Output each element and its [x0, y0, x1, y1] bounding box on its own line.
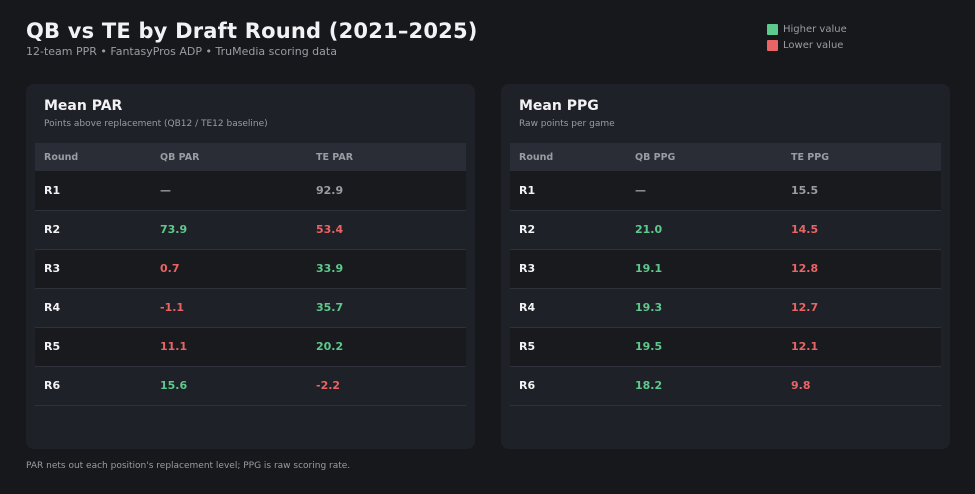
ppg-col-round: Round	[510, 143, 635, 171]
legend: Higher value Lower value	[767, 21, 847, 53]
ppg-table: Round QB PPG TE PPG R1—15.5 R2 21.0 14.5 R3 1…	[510, 143, 941, 406]
par-qb-value-cell: 0.7	[160, 249, 316, 289]
legend-swatch-lower	[767, 39, 778, 51]
ppg-table-row: R4 19.3 12.7	[510, 288, 941, 328]
legend-item-higher: Higher value	[767, 21, 847, 37]
ppg-te-value-cell: 14.5	[791, 210, 941, 250]
ppg-qb-value-cell: 18.2	[635, 366, 791, 406]
par-te-value-cell: 33.9	[316, 249, 466, 289]
par-round-cell: R2	[35, 210, 160, 250]
ppg-te-value-cell: 12.1	[791, 327, 941, 367]
ppg-round-cell: R1	[510, 171, 635, 211]
par-table-row: R2 73.9 53.4	[35, 210, 466, 250]
par-round-cell: R3	[35, 249, 160, 289]
par-table-row: R6 15.6 -2.2	[35, 366, 466, 406]
par-panel-subtitle: Points above replacement (QB12 / TE12 ba…	[44, 119, 268, 129]
ppg-te-value-cell: 12.7	[791, 288, 941, 328]
ppg-round-cell: R4	[510, 288, 635, 328]
ppg-table-row: R6 18.2 9.8	[510, 366, 941, 406]
ppg-panel: Mean PPG Raw points per game Round QB PP…	[501, 84, 950, 449]
ppg-round-cell: R5	[510, 327, 635, 367]
ppg-col-qb: QB PPG	[635, 143, 791, 171]
par-round-cell: R5	[35, 327, 160, 367]
par-round-cell: R6	[35, 366, 160, 406]
par-table-row: R5 11.1 20.2	[35, 327, 466, 367]
ppg-te-value-cell: 9.8	[791, 366, 941, 406]
ppg-table-header-row: Round QB PPG TE PPG	[510, 143, 941, 171]
footnote: PAR nets out each position's replacement…	[26, 461, 351, 471]
par-round-cell: R4	[35, 288, 160, 328]
par-qb-value-cell: -1.1	[160, 288, 316, 328]
par-qb-value-cell: 11.1	[160, 327, 316, 367]
par-col-te: TE PAR	[316, 143, 466, 171]
ppg-panel-title: Mean PPG	[519, 98, 599, 114]
legend-label-lower: Lower value	[783, 39, 844, 51]
ppg-round-cell: R2	[510, 210, 635, 250]
ppg-qb-value-cell: 19.1	[635, 249, 791, 289]
ppg-table-row: R3 19.1 12.8	[510, 249, 941, 289]
par-panel: Mean PAR Points above replacement (QB12 …	[26, 84, 475, 449]
par-qb-value-cell: —	[160, 171, 316, 211]
ppg-round-cell: R6	[510, 366, 635, 406]
legend-item-lower: Lower value	[767, 37, 847, 53]
ppg-qb-value-cell: 19.5	[635, 327, 791, 367]
par-col-round: Round	[35, 143, 160, 171]
par-table-row: R3 0.7 33.9	[35, 249, 466, 289]
par-te-value-cell: -2.2	[316, 366, 466, 406]
ppg-qb-value-cell: —	[635, 171, 791, 211]
ppg-te-value-cell: 12.8	[791, 249, 941, 289]
ppg-table-row: R1—15.5	[510, 171, 941, 211]
par-table-body: R1—92.9 R2 73.9 53.4 R3 0.7 33.9 R4 -1.1 35.7 R5 11…	[35, 171, 466, 406]
ppg-table-row: R2 21.0 14.5	[510, 210, 941, 250]
par-te-value-cell: 53.4	[316, 210, 466, 250]
legend-label-higher: Higher value	[783, 23, 847, 35]
par-table-header-row: Round QB PAR TE PAR	[35, 143, 466, 171]
par-round-cell: R1	[35, 171, 160, 211]
ppg-table-body: R1—15.5 R2 21.0 14.5 R3 19.1 12.8 R4 19.3 12.7 R5 1…	[510, 171, 941, 406]
ppg-round-cell: R3	[510, 249, 635, 289]
ppg-table-row: R5 19.5 12.1	[510, 327, 941, 367]
ppg-qb-value-cell: 19.3	[635, 288, 791, 328]
par-qb-value-cell: 15.6	[160, 366, 316, 406]
ppg-col-te: TE PPG	[791, 143, 941, 171]
par-table-row: R4 -1.1 35.7	[35, 288, 466, 328]
par-table: Round QB PAR TE PAR R1—92.9 R2 73.9 53.4 R3 0…	[35, 143, 466, 406]
ppg-te-value-cell: 15.5	[791, 171, 941, 211]
page-subtitle: 12-team PPR • FantasyPros ADP • TruMedia…	[26, 45, 337, 58]
par-te-value-cell: 92.9	[316, 171, 466, 211]
par-te-value-cell: 35.7	[316, 288, 466, 328]
par-qb-value-cell: 73.9	[160, 210, 316, 250]
ppg-qb-value-cell: 21.0	[635, 210, 791, 250]
page-title: QB vs TE by Draft Round (2021–2025)	[26, 19, 478, 43]
legend-swatch-higher	[767, 23, 778, 35]
ppg-panel-subtitle: Raw points per game	[519, 119, 615, 129]
par-table-row: R1—92.9	[35, 171, 466, 211]
par-col-qb: QB PAR	[160, 143, 316, 171]
par-panel-title: Mean PAR	[44, 98, 123, 114]
par-te-value-cell: 20.2	[316, 327, 466, 367]
